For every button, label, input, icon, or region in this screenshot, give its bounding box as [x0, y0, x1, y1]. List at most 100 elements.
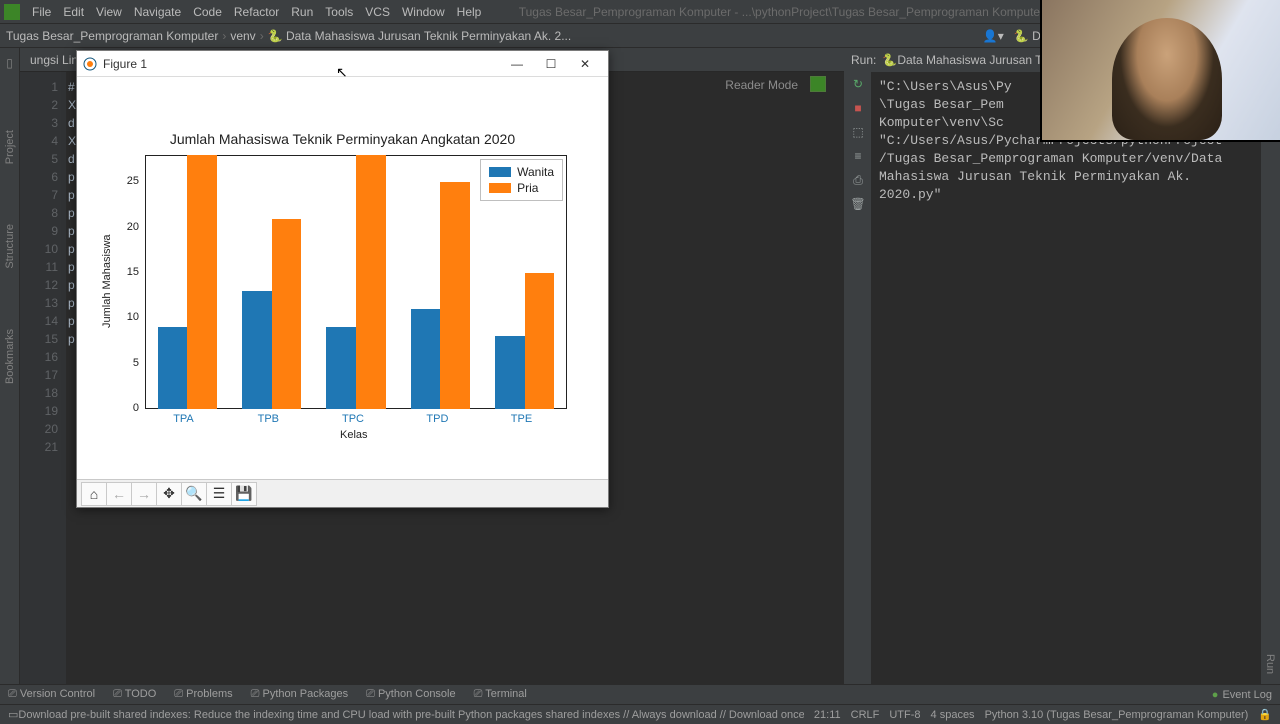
menu-view[interactable]: View — [90, 3, 128, 21]
stop-icon[interactable]: ■ — [850, 100, 866, 116]
bar-wanita-tpc — [326, 327, 356, 409]
status-caret-pos[interactable]: 21:11 — [814, 709, 841, 721]
ytick: 15 — [127, 266, 139, 278]
right-tool-rail: Run — [1260, 48, 1280, 684]
run-console[interactable]: "C:\Users\Asus\Py \Tugas Besar_Pem Kompu… — [871, 72, 1260, 684]
tool-problems[interactable]: ⎚ Problems — [174, 688, 232, 700]
status-message: Download pre-built shared indexes: Reduc… — [18, 709, 804, 721]
matplotlib-icon — [83, 57, 97, 71]
figure-toolbar: ⌂ ← → ✥ 🔍 ☰ 💾 — [77, 479, 608, 507]
close-button[interactable]: ✕ — [568, 57, 602, 71]
chevron-right-icon: › — [260, 29, 264, 43]
save-icon[interactable]: 💾 — [231, 482, 257, 506]
figure-canvas: Jumlah Mahasiswa Teknik Perminyakan Angk… — [77, 77, 608, 479]
tool-run[interactable]: Run — [1264, 654, 1276, 674]
bar-wanita-tpb — [242, 291, 272, 409]
legend-label: Wanita — [517, 164, 554, 180]
scroll-icon[interactable]: ≡ — [850, 148, 866, 164]
menu-navigate[interactable]: Navigate — [128, 3, 187, 21]
trash-icon[interactable]: 🗑 — [850, 196, 866, 212]
figure-title: Figure 1 — [103, 57, 147, 71]
python-file-icon: 🐍 — [1014, 29, 1032, 43]
run-label: Run: — [851, 53, 876, 67]
legend: WanitaPria — [480, 159, 563, 201]
breadcrumb-file[interactable]: 🐍 Data Mahasiswa Jurusan Teknik Perminya… — [268, 29, 572, 43]
subplots-icon[interactable]: ☰ — [206, 482, 232, 506]
menu-file[interactable]: File — [26, 3, 57, 21]
user-icon[interactable]: 👤▾ — [983, 29, 1004, 43]
bar-wanita-tpe — [495, 336, 525, 409]
rerun-icon[interactable]: ↻ — [850, 76, 866, 92]
layout-icon[interactable]: ⬚ — [850, 124, 866, 140]
bar-pria-tpc — [356, 155, 386, 409]
back-icon[interactable]: ← — [106, 482, 132, 506]
python-file-icon: 🐍 — [882, 53, 897, 67]
bar-pria-tpa — [187, 155, 217, 409]
xtick: TPD — [426, 413, 448, 425]
lock-icon[interactable]: 🔒 — [1258, 708, 1272, 721]
forward-icon[interactable]: → — [131, 482, 157, 506]
status-interpreter[interactable]: Python 3.10 (Tugas Besar_Pemprograman Ko… — [985, 709, 1249, 721]
menu-help[interactable]: Help — [451, 3, 488, 21]
run-toolbar: ↻ ■ ⬚ ≡ ⎙ 🗑 — [845, 72, 871, 684]
legend-label: Pria — [517, 180, 538, 196]
tool-todo[interactable]: ⎚ TODO — [113, 688, 156, 700]
status-msg-icon: ▭ — [8, 708, 18, 721]
xtick: TPA — [173, 413, 194, 425]
run-panel: Run: 🐍 Data Mahasiswa Jurusan T... ↻ ■ ⬚… — [844, 48, 1260, 684]
menu-tools[interactable]: Tools — [319, 3, 359, 21]
legend-swatch — [489, 167, 511, 177]
reader-mode-check-icon[interactable] — [810, 76, 826, 92]
bar-pria-tpd — [440, 182, 470, 409]
breadcrumb-folder[interactable]: venv — [230, 29, 255, 43]
gutter: 123456789101112131415161718192021 — [20, 72, 66, 684]
status-encoding[interactable]: UTF-8 — [889, 709, 920, 721]
home-icon[interactable]: ⌂ — [81, 482, 107, 506]
tool-bookmarks[interactable]: Bookmarks — [4, 329, 16, 384]
ytick: 20 — [127, 221, 139, 233]
menu-window[interactable]: Window — [396, 3, 451, 21]
status-bar: ▭ Download pre-built shared indexes: Red… — [0, 704, 1280, 724]
pan-icon[interactable]: ✥ — [156, 482, 182, 506]
xtick: TPB — [258, 413, 279, 425]
event-log-button[interactable]: ●Event Log — [1212, 689, 1272, 701]
minimize-button[interactable]: — — [500, 57, 534, 71]
tool-terminal[interactable]: ⎚ Terminal — [474, 688, 527, 700]
reader-mode-label[interactable]: Reader Mode — [725, 78, 798, 92]
maximize-button[interactable]: ☐ — [534, 57, 568, 71]
ytick: 0 — [133, 402, 139, 414]
bottom-tool-strip: ⎚ Version Control ⎚ TODO ⎚ Problems ⎚ Pytho… — [0, 684, 1280, 704]
chevron-right-icon: › — [222, 29, 226, 43]
status-indent[interactable]: 4 spaces — [931, 709, 975, 721]
xtick: TPE — [511, 413, 532, 425]
menu-run[interactable]: Run — [285, 3, 319, 21]
legend-swatch — [489, 183, 511, 193]
menu-edit[interactable]: Edit — [57, 3, 90, 21]
tool-python-console[interactable]: ⎚ Python Console — [366, 688, 456, 700]
bar-wanita-tpa — [158, 327, 188, 409]
ytick: 5 — [133, 357, 139, 369]
breadcrumb-project[interactable]: Tugas Besar_Pemprograman Komputer — [6, 29, 218, 43]
tool-project[interactable]: Project — [4, 130, 16, 164]
ytick: 10 — [127, 311, 139, 323]
zoom-icon[interactable]: 🔍 — [181, 482, 207, 506]
menu-refactor[interactable]: Refactor — [228, 3, 285, 21]
folder-icon[interactable]: ▯ — [6, 56, 13, 70]
menu-code[interactable]: Code — [187, 3, 228, 21]
python-file-icon: 🐍 — [268, 29, 286, 43]
pycharm-logo-icon — [4, 4, 20, 20]
status-line-ending[interactable]: CRLF — [851, 709, 880, 721]
ylabel: Jumlah Mahasiswa — [101, 234, 113, 328]
bar-wanita-tpd — [411, 309, 441, 409]
bar-pria-tpe — [525, 273, 555, 409]
left-tool-rail: ▯ Project Structure Bookmarks — [0, 48, 20, 684]
tool-version-control[interactable]: ⎚ Version Control — [8, 688, 95, 700]
print-icon[interactable]: ⎙ — [850, 172, 866, 188]
menu-vcs[interactable]: VCS — [359, 3, 396, 21]
xtick: TPC — [342, 413, 364, 425]
figure-titlebar[interactable]: Figure 1 — ☐ ✕ — [77, 51, 608, 77]
xlabel: Kelas — [340, 429, 368, 441]
run-config-name[interactable]: Data Mahasiswa Jurusan T... — [897, 53, 1051, 67]
tool-python-packages[interactable]: ⎚ Python Packages — [251, 688, 348, 700]
tool-structure[interactable]: Structure — [4, 224, 16, 269]
